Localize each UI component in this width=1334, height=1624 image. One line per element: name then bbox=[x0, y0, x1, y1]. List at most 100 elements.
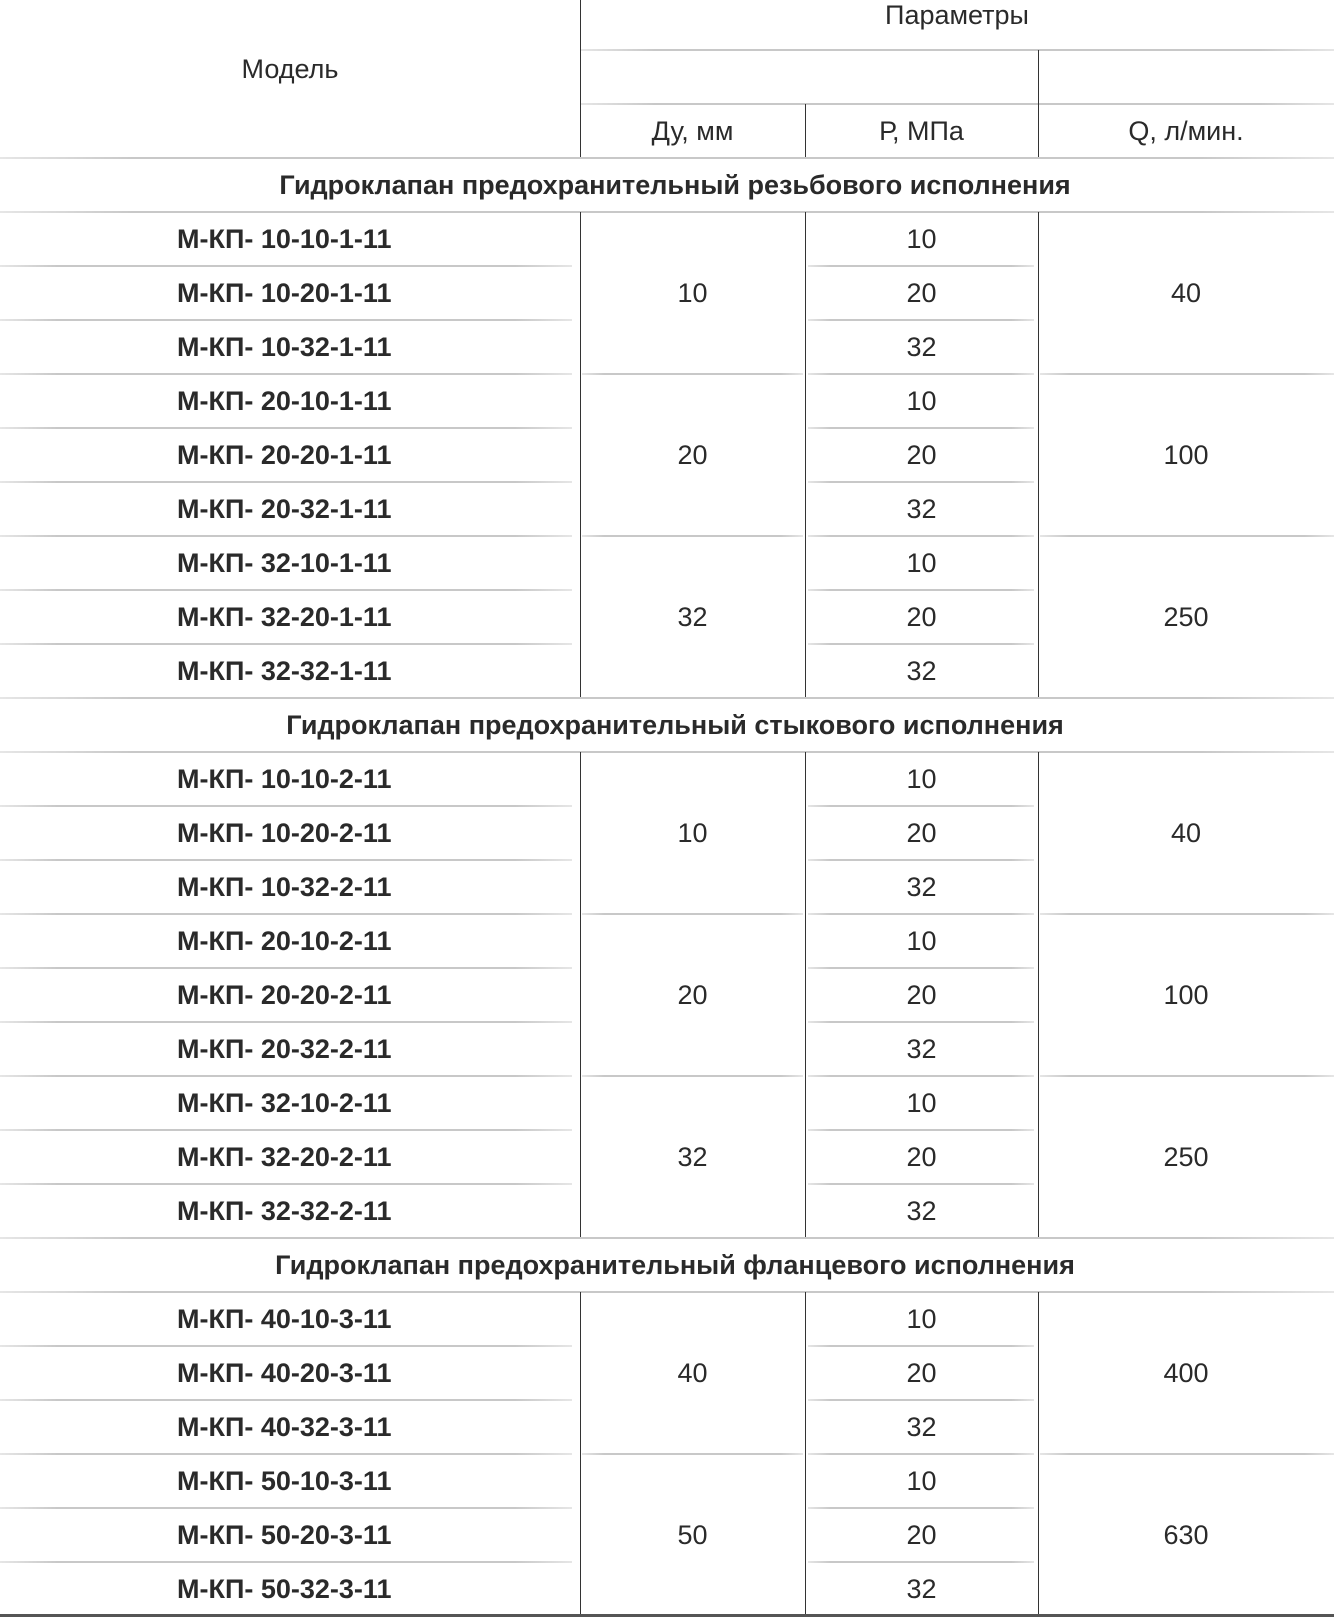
section-title: Гидроклапан предохранительный стыкового … bbox=[286, 709, 1064, 740]
divider bbox=[0, 1561, 572, 1563]
divider bbox=[1040, 1453, 1334, 1455]
model-name: М-КП- 32-32-2-11 bbox=[177, 1195, 392, 1226]
pressure-value: 20 bbox=[906, 1519, 937, 1550]
divider bbox=[0, 1345, 572, 1347]
divider bbox=[1038, 50, 1039, 158]
header-du: Ду, мм bbox=[651, 115, 734, 146]
divider bbox=[808, 589, 1034, 591]
pressure-value: 10 bbox=[906, 223, 937, 254]
model-name: М-КП- 10-20-2-11 bbox=[177, 817, 392, 848]
divider bbox=[805, 104, 806, 158]
divider bbox=[580, 0, 581, 158]
divider bbox=[580, 1292, 581, 1616]
divider bbox=[805, 1292, 806, 1616]
model-name: М-КП- 32-20-2-11 bbox=[177, 1141, 392, 1172]
model-name: М-КП- 10-32-1-11 bbox=[177, 331, 392, 362]
model-name: М-КП- 32-20-1-11 bbox=[177, 601, 392, 632]
pressure-value: 10 bbox=[906, 925, 937, 956]
model-name: М-КП- 32-32-1-11 bbox=[177, 655, 392, 686]
section-title: Гидроклапан предохранительный фланцевого… bbox=[275, 1249, 1075, 1280]
divider bbox=[582, 1075, 803, 1077]
du-value: 32 bbox=[677, 601, 708, 632]
divider bbox=[1038, 212, 1039, 698]
divider bbox=[0, 265, 572, 267]
model-name: М-КП- 50-20-3-11 bbox=[177, 1519, 392, 1550]
divider bbox=[582, 913, 803, 915]
pressure-value: 20 bbox=[906, 1141, 937, 1172]
model-name: М-КП- 40-32-3-11 bbox=[177, 1411, 392, 1442]
q-value: 400 bbox=[1163, 1357, 1209, 1388]
divider bbox=[0, 319, 572, 321]
pressure-value: 32 bbox=[906, 655, 937, 686]
model-name: М-КП- 20-32-1-11 bbox=[177, 493, 392, 524]
divider bbox=[1040, 913, 1334, 915]
model-name: М-КП- 20-32-2-11 bbox=[177, 1033, 392, 1064]
header-model: Модель bbox=[241, 53, 339, 84]
divider bbox=[0, 1453, 572, 1455]
model-name: М-КП- 20-20-2-11 bbox=[177, 979, 392, 1010]
pressure-value: 32 bbox=[906, 493, 937, 524]
du-value: 10 bbox=[677, 817, 708, 848]
du-value: 20 bbox=[677, 439, 708, 470]
model-name: М-КП- 20-10-2-11 bbox=[177, 925, 392, 956]
q-value: 40 bbox=[1170, 817, 1202, 848]
pressure-value: 20 bbox=[906, 817, 937, 848]
header-p: Р, МПа bbox=[879, 115, 964, 146]
pressure-value: 20 bbox=[906, 979, 937, 1010]
model-name: М-КП- 40-20-3-11 bbox=[177, 1357, 392, 1388]
pressure-value: 20 bbox=[906, 1357, 937, 1388]
divider bbox=[808, 913, 1034, 915]
divider bbox=[805, 212, 806, 698]
divider bbox=[808, 1345, 1034, 1347]
divider bbox=[808, 427, 1034, 429]
divider bbox=[1038, 752, 1039, 1238]
du-value: 10 bbox=[677, 277, 708, 308]
pressure-value: 20 bbox=[906, 277, 937, 308]
divider bbox=[808, 967, 1034, 969]
divider bbox=[0, 1021, 572, 1023]
model-name: М-КП- 50-10-3-11 bbox=[177, 1465, 392, 1496]
q-value: 100 bbox=[1163, 439, 1209, 470]
pressure-value: 10 bbox=[906, 1087, 937, 1118]
divider bbox=[808, 643, 1034, 645]
divider bbox=[0, 1129, 572, 1131]
model-name: М-КП- 10-10-1-11 bbox=[177, 223, 392, 254]
pressure-value: 32 bbox=[906, 871, 937, 902]
divider bbox=[808, 1561, 1034, 1563]
divider bbox=[808, 1183, 1034, 1185]
divider bbox=[808, 1021, 1034, 1023]
model-name: М-КП- 10-32-2-11 bbox=[177, 871, 392, 902]
divider bbox=[808, 859, 1034, 861]
divider bbox=[0, 913, 572, 915]
divider bbox=[0, 373, 572, 375]
divider bbox=[1040, 373, 1334, 375]
divider bbox=[808, 319, 1034, 321]
pressure-value: 32 bbox=[906, 1573, 937, 1604]
q-value: 40 bbox=[1170, 277, 1202, 308]
divider bbox=[580, 212, 581, 698]
divider bbox=[0, 427, 572, 429]
model-name: М-КП- 40-10-3-11 bbox=[177, 1303, 392, 1334]
pressure-value: 20 bbox=[906, 439, 937, 470]
divider bbox=[0, 1507, 572, 1509]
divider bbox=[0, 1237, 1334, 1239]
pressure-value: 10 bbox=[906, 385, 937, 416]
divider bbox=[0, 157, 1334, 159]
divider bbox=[1038, 1292, 1039, 1616]
divider bbox=[808, 1507, 1034, 1509]
pressure-value: 10 bbox=[906, 1303, 937, 1334]
divider bbox=[580, 103, 1334, 105]
divider bbox=[0, 751, 1334, 753]
model-name: М-КП- 20-20-1-11 bbox=[177, 439, 392, 470]
divider bbox=[0, 535, 572, 537]
divider bbox=[805, 752, 806, 1238]
pressure-value: 10 bbox=[906, 1465, 937, 1496]
divider bbox=[808, 1399, 1034, 1401]
du-value: 20 bbox=[677, 979, 708, 1010]
du-value: 50 bbox=[677, 1519, 708, 1550]
divider bbox=[0, 643, 572, 645]
divider bbox=[0, 589, 572, 591]
header-params: Параметры bbox=[885, 0, 1029, 30]
du-value: 40 bbox=[677, 1357, 708, 1388]
